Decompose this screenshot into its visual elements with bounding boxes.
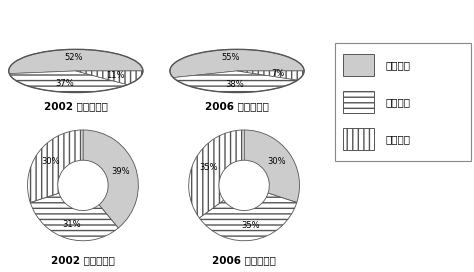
Text: 11%: 11% [106,71,124,80]
Text: 35%: 35% [241,221,260,230]
Text: 55%: 55% [221,53,240,62]
Wedge shape [199,193,297,241]
FancyBboxPatch shape [343,91,374,113]
Text: 31%: 31% [63,220,81,228]
FancyBboxPatch shape [335,43,471,161]
FancyBboxPatch shape [343,128,374,150]
Text: 39%: 39% [111,167,130,176]
Text: 2006 年产业结构: 2006 年产业结构 [205,101,269,111]
Wedge shape [244,130,300,202]
Text: 52%: 52% [64,53,82,62]
FancyBboxPatch shape [343,54,374,76]
Text: 30%: 30% [267,157,286,166]
Text: 38%: 38% [225,80,244,89]
Wedge shape [189,130,244,218]
Text: 第一产业: 第一产业 [386,60,411,70]
Text: 35%: 35% [199,163,218,172]
Text: 2006 年就业结构: 2006 年就业结构 [212,255,276,265]
Wedge shape [83,130,138,228]
Polygon shape [76,71,143,85]
Polygon shape [237,71,304,80]
Text: 7%: 7% [271,69,284,78]
Polygon shape [9,49,143,74]
Text: 第三产业: 第三产业 [386,134,411,144]
Text: 30%: 30% [41,157,60,166]
Polygon shape [9,71,128,92]
Polygon shape [170,49,304,78]
Text: 37%: 37% [55,79,73,88]
Text: 2002 年就业结构: 2002 年就业结构 [51,255,115,265]
Text: 2002 年产业结构: 2002 年产业结构 [44,101,108,111]
Wedge shape [27,130,83,202]
Text: 第二产业: 第二产业 [386,97,411,107]
Wedge shape [30,193,118,241]
Polygon shape [173,71,298,92]
